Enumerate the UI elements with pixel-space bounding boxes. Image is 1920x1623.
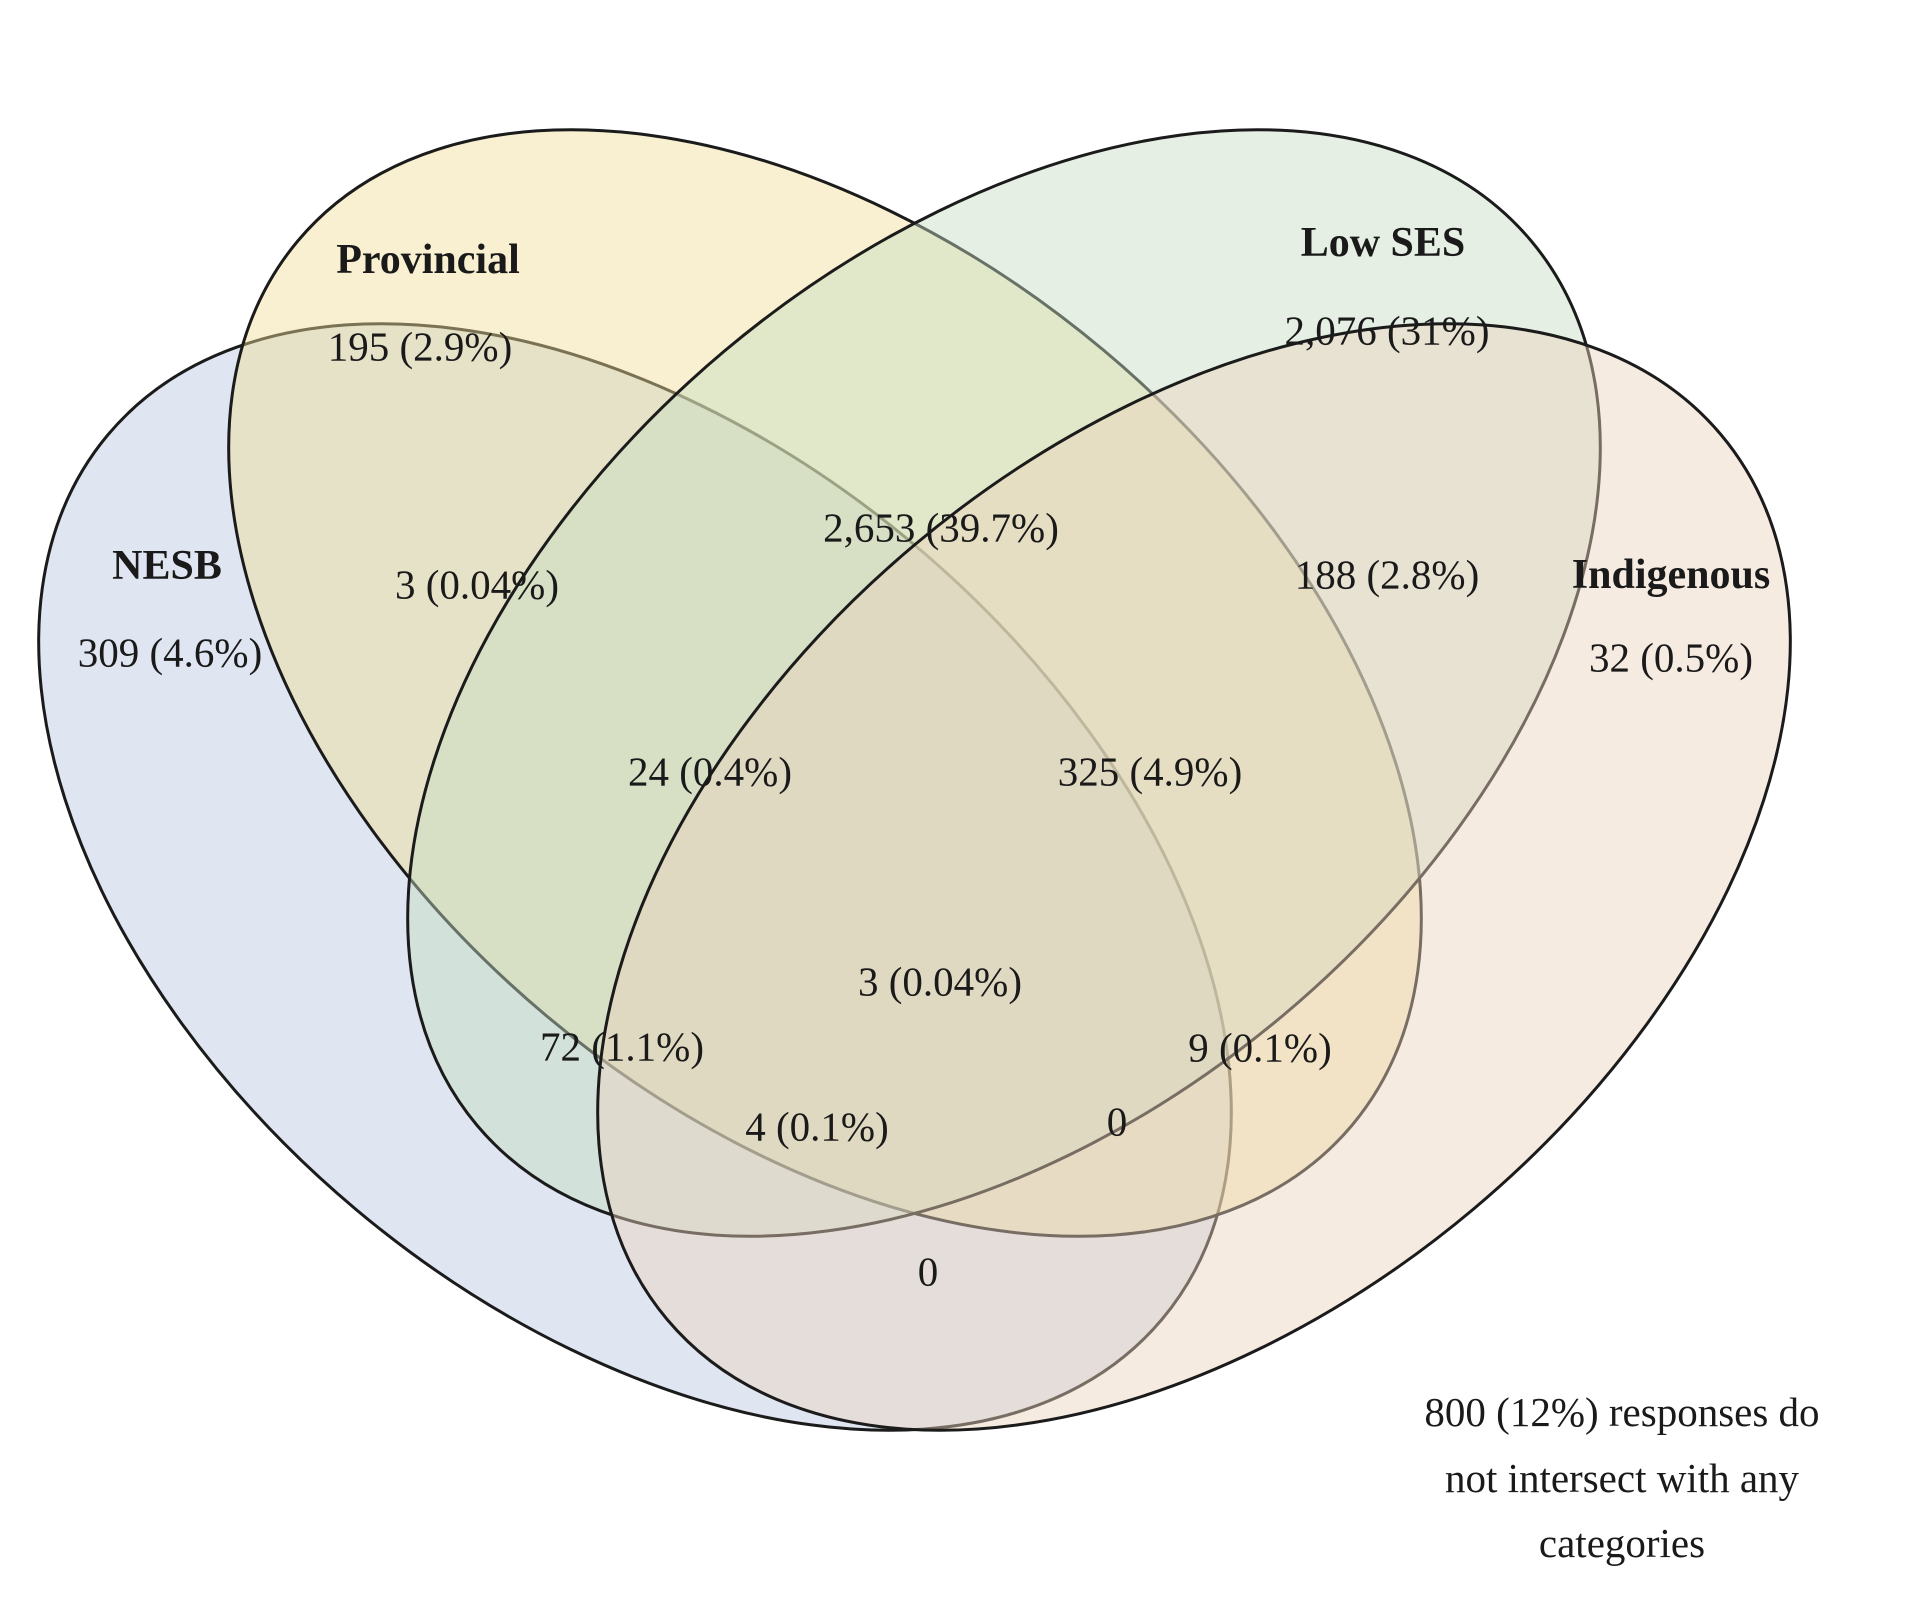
overlap-value-provincial-lowses: 2,653 (39.7%)	[823, 504, 1059, 551]
set-label-provincial: Provincial	[336, 236, 520, 283]
set-value-low-ses: 2,076 (31%)	[1284, 307, 1490, 354]
overlap-value-provincial-indigenous: 9 (0.1%)	[1188, 1024, 1332, 1071]
overlap-value-nesb-lowses: 72 (1.1%)	[540, 1023, 704, 1070]
overlap-value-nesb-indigenous: 0	[917, 1248, 939, 1295]
indigenous-ellipse	[596, 322, 1792, 1432]
set-label-low-ses: Low SES	[1300, 219, 1466, 266]
set-value-indigenous: 32 (0.5%)	[1589, 634, 1753, 681]
overlap-value-nesb-provincial: 3 (0.04%)	[395, 561, 559, 608]
set-value-nesb: 309 (4.6%)	[77, 629, 263, 676]
no-intersection-note: 800 (12%) responses do not intersect wit…	[1424, 1389, 1820, 1567]
overlap-value-all-four: 3 (0.04%)	[858, 958, 1022, 1005]
set-label-indigenous: Indigenous	[1571, 551, 1771, 598]
overlap-value-nesb-lowses-indigenous: 4 (0.1%)	[745, 1103, 889, 1150]
overlap-value-nesb-provincial-indigenous: 0	[1106, 1098, 1128, 1145]
overlap-value-nesb-provincial-lowses: 24 (0.4%)	[628, 748, 792, 795]
set-value-provincial: 195 (2.9%)	[327, 323, 513, 370]
overlap-value-lowses-indigenous: 188 (2.8%)	[1294, 551, 1480, 598]
set-label-nesb: NESB	[112, 542, 222, 589]
overlap-value-provincial-lowses-indigenous: 325 (4.9%)	[1057, 748, 1243, 795]
low-ses-ellipse	[406, 128, 1602, 1238]
